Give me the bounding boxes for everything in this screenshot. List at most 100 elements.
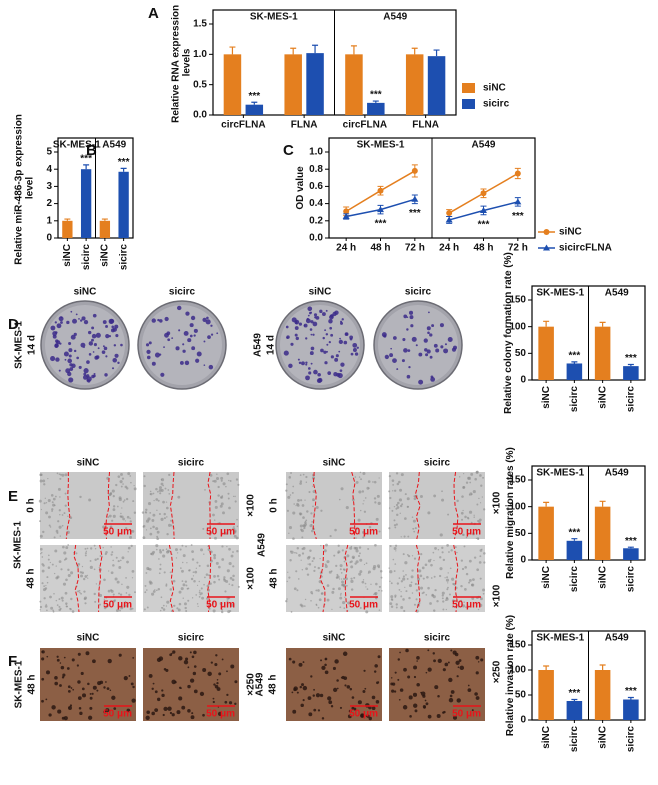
panel-label: D	[8, 316, 19, 333]
colony	[308, 371, 312, 375]
cell	[338, 498, 341, 501]
cell	[130, 481, 132, 484]
cell	[93, 592, 96, 596]
cell	[465, 572, 469, 576]
cell	[410, 581, 413, 584]
cell	[202, 527, 205, 530]
cell	[307, 696, 312, 701]
cell	[411, 569, 414, 572]
cell	[393, 690, 397, 693]
cell	[295, 570, 298, 573]
cell	[389, 602, 393, 605]
cell	[378, 530, 381, 533]
colony	[339, 369, 343, 373]
colony	[310, 320, 314, 324]
cell	[389, 496, 392, 500]
cell	[98, 566, 101, 569]
cell	[221, 608, 224, 611]
cell	[420, 691, 426, 696]
cell	[415, 598, 418, 601]
cell	[111, 519, 114, 522]
cell	[478, 521, 481, 524]
cell	[231, 578, 235, 582]
cell	[184, 602, 187, 606]
colony	[406, 374, 411, 379]
cell	[46, 576, 49, 579]
cell	[475, 537, 477, 540]
cell	[216, 682, 219, 685]
cell	[355, 546, 359, 550]
colony	[411, 336, 417, 342]
colony	[146, 355, 151, 360]
cell	[418, 601, 421, 605]
legend-label: siNC	[483, 83, 506, 94]
cell	[39, 479, 43, 483]
x-tick-label: sicirc	[118, 244, 129, 271]
cell	[455, 660, 460, 665]
cell	[227, 610, 231, 614]
colony	[92, 351, 95, 353]
cell	[375, 582, 378, 586]
cell	[408, 596, 411, 600]
cell	[198, 580, 200, 583]
cell	[56, 531, 59, 534]
cell	[329, 535, 332, 538]
colony	[184, 360, 190, 366]
cell	[172, 650, 176, 654]
cell	[215, 654, 218, 657]
cell	[355, 481, 359, 484]
colony	[402, 337, 406, 342]
row-label: A549	[255, 672, 266, 696]
cell	[67, 568, 70, 572]
cell	[58, 608, 61, 612]
cell	[128, 593, 131, 597]
cell	[413, 557, 417, 560]
cell	[164, 487, 167, 490]
cell	[399, 688, 404, 692]
colony	[50, 356, 56, 362]
cell	[107, 658, 112, 664]
colony	[75, 313, 78, 316]
cell	[302, 699, 305, 702]
colony	[319, 309, 323, 314]
cell	[179, 548, 182, 551]
cell	[161, 693, 165, 698]
cell	[177, 608, 181, 612]
colony	[306, 317, 309, 321]
colony	[164, 316, 169, 322]
colony	[330, 355, 334, 359]
cell	[398, 480, 401, 484]
cell	[192, 575, 195, 577]
cell	[399, 488, 403, 492]
cell	[106, 687, 110, 690]
cell	[301, 536, 304, 539]
cell	[78, 707, 82, 710]
cell	[168, 523, 172, 527]
cell	[143, 475, 146, 478]
cell	[177, 495, 181, 499]
cell	[304, 521, 307, 523]
cell	[112, 495, 115, 498]
cell	[388, 490, 391, 493]
cell	[46, 655, 49, 658]
cell	[131, 577, 134, 579]
colony	[95, 355, 100, 359]
cell	[289, 550, 292, 553]
cell	[103, 710, 107, 714]
cell	[474, 477, 477, 481]
cell	[410, 575, 414, 579]
colony	[91, 338, 94, 342]
cell	[420, 586, 424, 590]
cell	[393, 519, 396, 522]
colony	[324, 329, 327, 332]
cell	[118, 497, 122, 502]
wound-edge	[312, 471, 317, 540]
colony	[328, 319, 333, 324]
cell	[434, 588, 437, 592]
cell	[131, 530, 133, 532]
cell	[93, 568, 96, 571]
cell	[470, 521, 473, 524]
cell	[112, 564, 115, 567]
cell	[159, 492, 162, 495]
cell	[80, 671, 84, 676]
